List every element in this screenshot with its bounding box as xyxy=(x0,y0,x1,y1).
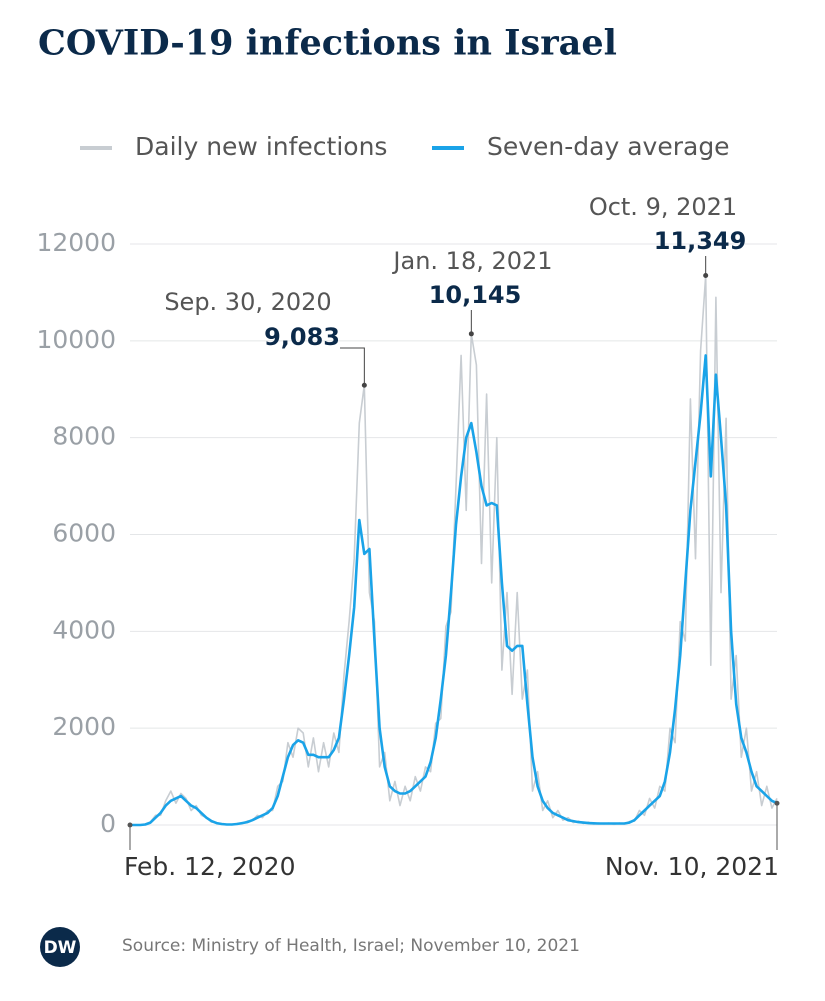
y-tick-label: 0 xyxy=(100,809,116,838)
annotation-leader xyxy=(340,347,365,386)
legend-label: Daily new infections xyxy=(135,132,387,161)
legend-label: Seven-day average xyxy=(487,132,730,161)
annotation-value: 10,145 xyxy=(429,281,522,309)
annotation-dot xyxy=(361,382,367,388)
logo: DW xyxy=(44,938,77,958)
annotation-value: 9,083 xyxy=(264,323,340,351)
x-tick-label: Nov. 10, 2021 xyxy=(605,852,779,881)
endpoint-dot xyxy=(127,822,133,828)
y-tick-label: 10000 xyxy=(36,325,116,354)
logo-circle xyxy=(40,927,80,967)
y-tick-label: 8000 xyxy=(52,422,116,451)
source: Source: Ministry of Health, Israel; Nove… xyxy=(122,936,580,956)
series-line xyxy=(130,354,778,827)
y-tick-label: 6000 xyxy=(52,519,116,548)
annotation-date: Sep. 30, 2020 xyxy=(164,288,331,316)
annotation-date: Jan. 18, 2021 xyxy=(391,247,552,275)
annotation-dot xyxy=(703,273,709,279)
endpoint-dot xyxy=(774,800,780,806)
y-tick-label: 4000 xyxy=(52,615,116,644)
x-tick-label: Feb. 12, 2020 xyxy=(124,852,295,881)
annotation-date: Oct. 9, 2021 xyxy=(589,193,737,221)
annotation-dot xyxy=(468,331,474,337)
annotation-value: 11,349 xyxy=(654,227,747,255)
y-tick-label: 2000 xyxy=(52,712,116,741)
chart-title: COVID-19 infections in Israel xyxy=(38,23,617,64)
y-tick-label: 12000 xyxy=(36,228,116,257)
